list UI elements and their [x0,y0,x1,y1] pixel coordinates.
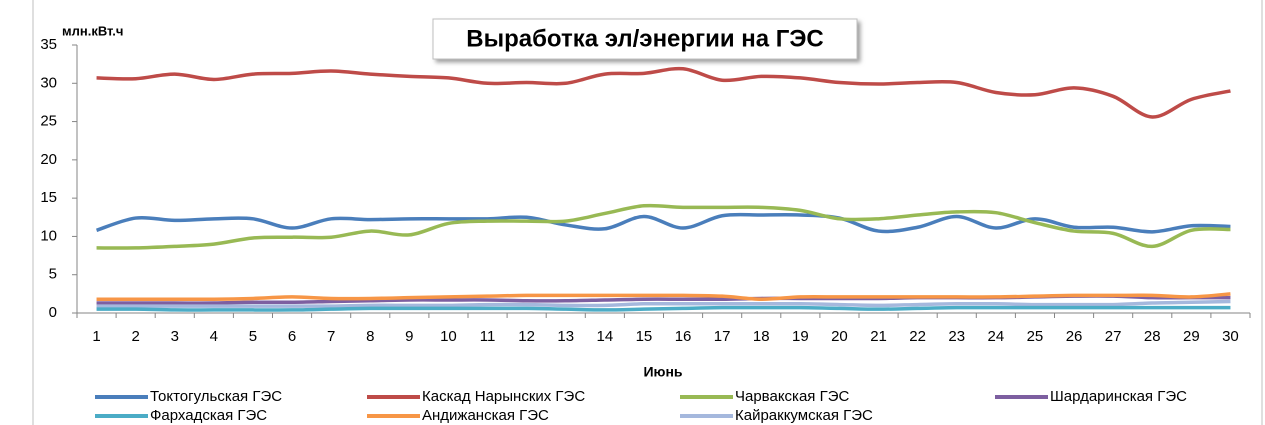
x-tick-label: 11 [480,328,496,345]
x-tick-label: 30 [1222,328,1239,345]
legend-label: Чарвакская ГЭС [735,388,849,405]
x-tick-label: 28 [1144,328,1161,345]
x-tick-label: 9 [405,328,413,345]
y-tick-label: 35 [40,36,57,53]
x-tick-label: 22 [909,328,926,345]
x-tick-label: 5 [249,328,257,345]
y-tick-label: 10 [40,227,57,244]
legend-label: Каскад Нарынских ГЭС [422,388,585,405]
x-tick-label: 10 [440,328,457,345]
x-tick-label: 2 [131,328,139,345]
y-tick-label: 20 [40,151,57,168]
legend-label: Андижанская ГЭС [422,407,549,424]
x-tick-label: 8 [366,328,374,345]
x-tick-label: 19 [792,328,809,345]
x-tick-label: 7 [327,328,335,345]
y-axis-label: млн.кВт.ч [62,23,123,38]
x-axis-label: Июнь [643,364,682,380]
series-line [96,66,1231,119]
x-tick-label: 6 [288,328,296,345]
chart-title: Выработка эл/энергии на ГЭС [466,25,824,52]
series-line [95,212,1231,234]
series-line [96,292,1231,302]
legend-label: Токтогульская ГЭС [150,388,282,405]
x-tick-label: 16 [675,328,692,345]
series-line [96,299,1231,308]
x-tick-label: 15 [636,328,653,345]
x-tick-label: 4 [210,328,218,345]
x-tick-label: 20 [831,328,848,345]
x-tick-label: 29 [1183,328,1200,345]
x-tick-label: 25 [1027,328,1044,345]
x-tick-label: 13 [557,328,574,345]
legend-label: Кайраккумская ГЭС [735,407,873,424]
series-line [96,203,1231,250]
legend-label: Шардаринская ГЭС [1050,388,1187,405]
y-tick-label: 0 [49,304,57,321]
y-tick-label: 15 [40,189,57,206]
x-tick-label: 18 [753,328,770,345]
x-tick-label: 27 [1105,328,1122,345]
x-tick-label: 26 [1066,328,1083,345]
y-tick-label: 25 [40,113,57,130]
legend-label: Фархадская ГЭС [150,407,267,424]
x-tick-label: 3 [171,328,179,345]
y-tick-label: 30 [40,74,57,91]
x-tick-label: 12 [518,328,535,345]
x-tick-label: 23 [948,328,965,345]
x-tick-label: 1 [92,328,100,345]
title-box [432,18,858,60]
x-tick-label: 24 [988,328,1005,345]
x-tick-label: 17 [714,328,731,345]
x-tick-label: 14 [597,328,614,345]
series-line [96,305,1231,312]
y-tick-label: 5 [49,266,57,283]
x-tick-label: 21 [870,328,887,345]
